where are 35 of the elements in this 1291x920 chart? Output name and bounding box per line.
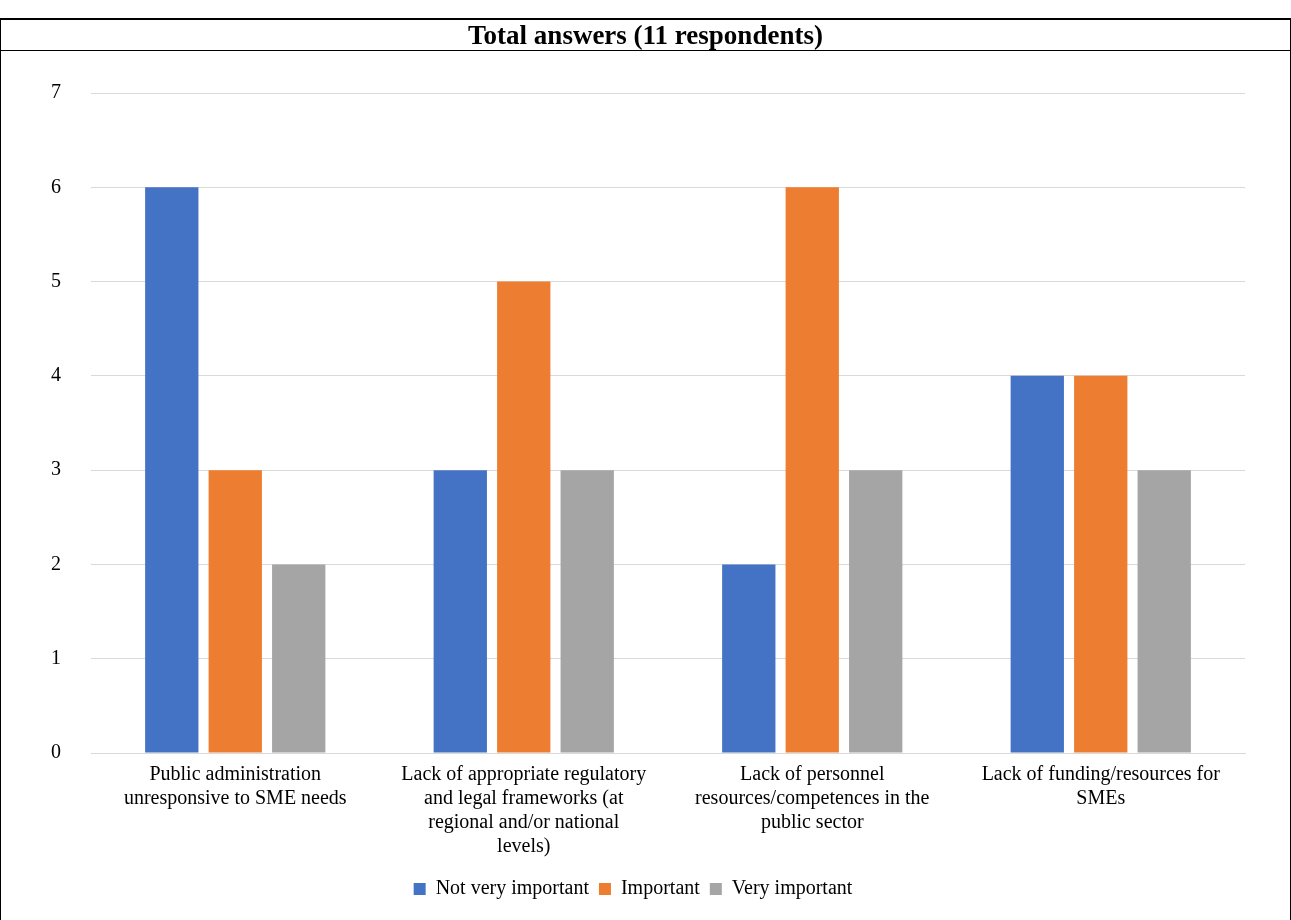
bar: [145, 187, 199, 753]
legend-label: Very important: [731, 876, 853, 900]
y-tick-label: 6: [51, 174, 61, 197]
legend-label: Not very important: [435, 876, 590, 900]
bar: [1010, 375, 1064, 753]
bar: [1137, 470, 1191, 753]
category-label: Lack of funding/resources for: [981, 762, 1220, 785]
category-label: resources/competences in the: [695, 786, 930, 809]
category-label: and legal frameworks (at: [424, 786, 624, 809]
bar: [497, 281, 551, 753]
bar: [1074, 375, 1128, 753]
y-tick-label: 0: [51, 740, 61, 763]
category-label: regional and/or national: [428, 810, 620, 833]
y-tick-label: 4: [51, 363, 61, 386]
category-label: levels): [497, 834, 551, 857]
bar: [433, 470, 487, 753]
y-tick-label: 1: [51, 645, 61, 668]
bar: [722, 564, 776, 753]
category-label: Public administration: [149, 762, 322, 785]
category-label: unresponsive to SME needs: [123, 786, 347, 809]
bar: [208, 470, 262, 753]
y-tick-label: 3: [51, 457, 61, 480]
category-label: Lack of appropriate regulatory: [401, 762, 647, 785]
y-tick-label: 2: [51, 551, 61, 574]
bar: [560, 470, 614, 753]
category-label: Lack of personnel: [740, 762, 885, 785]
bar: [785, 187, 839, 753]
legend-label: Important: [620, 876, 701, 900]
bar: [272, 564, 326, 753]
y-tick-label: 7: [51, 80, 61, 103]
chart-title: Total answers (11 respondents): [1, 20, 1290, 51]
bar: [849, 470, 903, 753]
category-label: SMEs: [1076, 786, 1126, 809]
category-label: public sector: [760, 810, 864, 833]
y-tick-label: 5: [51, 268, 61, 291]
